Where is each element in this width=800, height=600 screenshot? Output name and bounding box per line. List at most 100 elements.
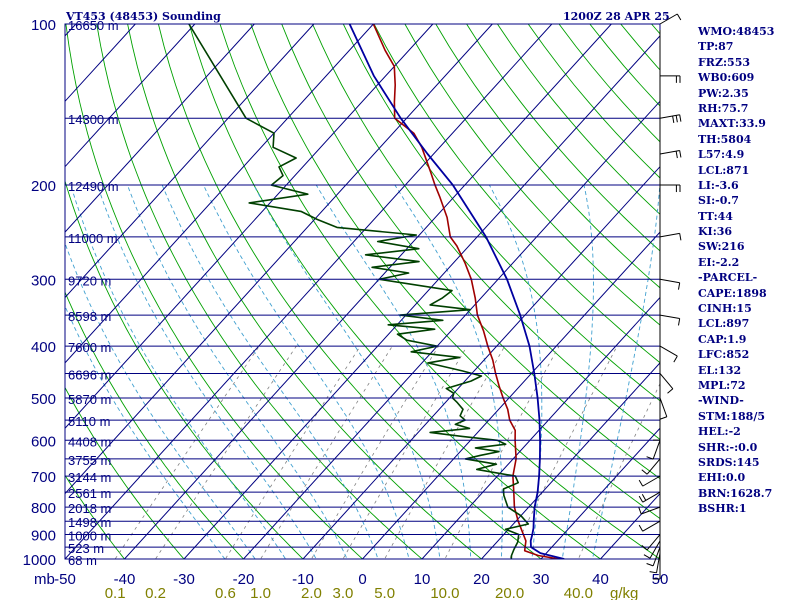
pressure-tick-label: 800	[31, 500, 56, 517]
wind-barb	[638, 520, 661, 532]
height-label: 14300 m	[68, 112, 119, 127]
pressure-tick-label: 900	[31, 528, 56, 545]
dry-adiabat	[404, 24, 660, 326]
stat-item: STM:188/5	[698, 409, 765, 423]
wind-barb	[659, 13, 682, 25]
mixing-ratio-unit: g/kg	[610, 585, 638, 600]
wind-barb	[659, 373, 674, 394]
height-label: 523 m	[68, 541, 104, 556]
height-label: 1498 m	[68, 515, 111, 530]
stat-item: EI:-2.2	[698, 255, 740, 269]
dry-adiabat	[373, 24, 660, 364]
height-label: 7600 m	[68, 340, 111, 355]
height-label: 3144 m	[68, 470, 111, 485]
dry-adiabat	[312, 24, 660, 440]
moist-adiabat	[96, 184, 317, 559]
mixing-ratio-line	[155, 345, 297, 559]
indices-panel: WMO:48453 TP:87 FRZ:553 WB0:609 PW:2.35 RH:75…	[698, 24, 800, 517]
wind-barb	[638, 491, 661, 503]
mixing-ratio-line	[310, 345, 439, 559]
mixing-ratio-label: 0.1	[105, 585, 126, 600]
plot-area	[65, 24, 660, 559]
moist-adiabat	[315, 184, 472, 559]
temperature-tick-label: -40	[114, 571, 136, 588]
moist-adiabat	[161, 184, 379, 559]
height-label: 68 m	[68, 553, 97, 568]
stat-item: MPL:72	[698, 378, 746, 392]
isotherm	[481, 362, 660, 559]
wind-barb	[638, 506, 661, 515]
chart-timestamp: 1200Z 28 APR 25	[563, 10, 670, 23]
stat-item: CAPE:1898	[698, 286, 767, 300]
wind-barb	[660, 184, 681, 193]
stat-item: CAP:1.9	[698, 332, 747, 346]
wind-barb	[643, 540, 661, 559]
height-label: 5870 m	[68, 392, 111, 407]
moist-adiabat	[65, 241, 256, 559]
isotherm	[65, 24, 493, 495]
stat-item: RH:75.7	[698, 101, 749, 115]
mixing-ratio-label: 20.0	[495, 585, 524, 600]
wind-barb	[649, 553, 661, 574]
wind-barb	[659, 314, 681, 326]
stat-item: KI:36	[698, 225, 733, 239]
stat-item: WB0:609	[698, 71, 755, 85]
wind-barb	[653, 420, 661, 441]
dry-adiabat	[435, 24, 660, 289]
mixing-ratio-label: 5.0	[374, 585, 395, 600]
stat-item: CINH:15	[698, 302, 752, 316]
isotherm	[421, 296, 660, 559]
stat-item: FRZ:553	[698, 55, 751, 69]
isotherm	[65, 24, 315, 299]
moist-adiabat	[70, 184, 287, 559]
height-label: 6696 m	[68, 367, 111, 382]
moist-adiabat	[203, 184, 410, 559]
dry-adiabat	[65, 290, 245, 559]
chart-title: VT453 (48453) Sounding	[66, 10, 221, 23]
isotherm	[183, 35, 660, 559]
stat-item: SW:216	[698, 240, 745, 254]
isotherm	[65, 24, 196, 168]
mixing-ratio-label: 3.0	[333, 585, 354, 600]
wind-barb	[659, 278, 681, 290]
stat-item: L57:4.9	[698, 148, 745, 162]
temperature-tick-label: 0	[358, 571, 366, 588]
moist-adiabat	[592, 185, 660, 559]
pressure-tick-label: 200	[31, 178, 56, 195]
isotherm	[243, 100, 660, 559]
stat-item: MAXT:33.9	[698, 117, 766, 131]
isotherm	[65, 24, 553, 559]
height-label: 2018 m	[68, 501, 111, 516]
stat-item: BSHR:1	[698, 502, 747, 516]
pressure-tick-label: 400	[31, 339, 56, 356]
isotherm	[65, 24, 374, 364]
isotherm	[302, 165, 660, 559]
stat-item: SHR:-:0.0	[698, 440, 758, 454]
height-label: 5110 m	[68, 414, 110, 429]
isotherm	[124, 24, 612, 559]
wind-barb	[659, 232, 682, 241]
stat-item: SI:-0.7	[698, 194, 739, 208]
stat-item: LFC:852	[698, 348, 750, 362]
wind-barb	[638, 475, 661, 487]
mixing-ratio-label: 0.2	[145, 585, 166, 600]
stat-item: -WIND-	[698, 394, 744, 408]
stat-item: EHI:0.0	[698, 471, 746, 485]
isotherm	[362, 231, 660, 559]
temperature-tick-label: -10	[292, 571, 314, 588]
pressure-tick-label: 1000	[23, 552, 56, 569]
wind-barb	[646, 546, 661, 567]
isotherm	[65, 24, 255, 233]
pressure-tick-label: 100	[31, 17, 56, 34]
wind-barb	[659, 150, 682, 159]
stat-item: PW:2.35	[698, 86, 749, 100]
stat-item: -PARCEL-	[698, 271, 758, 285]
height-label: 8598 m	[68, 309, 111, 324]
height-label: 11000 m	[68, 231, 118, 246]
dry-adiabat	[65, 474, 126, 559]
height-label: 12490 m	[68, 179, 119, 194]
wind-barb	[659, 345, 678, 363]
mixing-ratio-line	[114, 345, 260, 559]
dry-adiabat	[157, 24, 542, 559]
